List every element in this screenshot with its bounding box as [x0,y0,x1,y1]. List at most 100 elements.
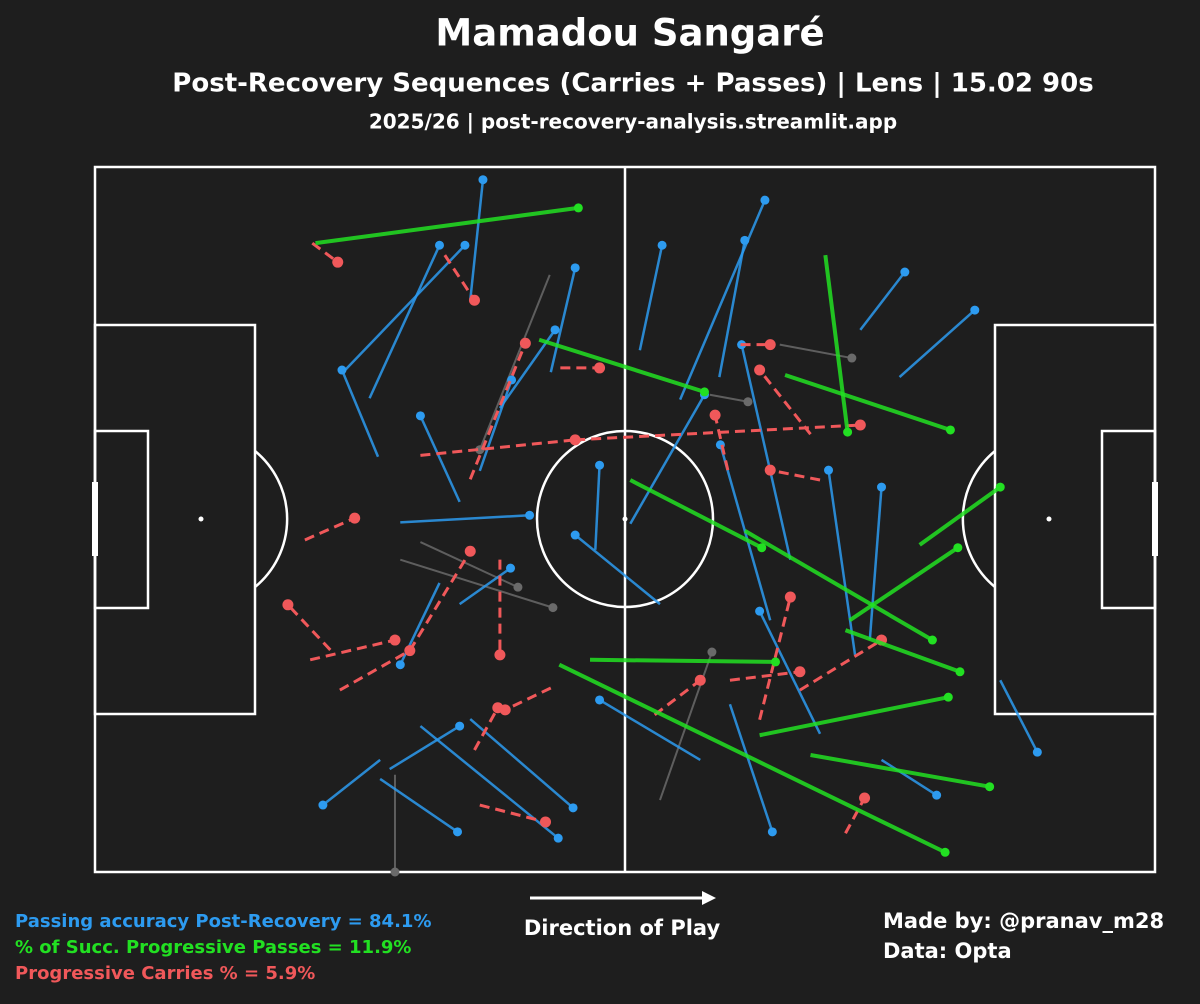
penalty-spot-right [1046,516,1052,522]
sequence-end [847,353,857,363]
stat-text: Progressive Carries % = 5.9% [15,963,315,984]
sequence-end [492,702,504,714]
sequence-line [538,337,706,394]
sequence-line [468,342,527,480]
sequence-line [779,343,853,360]
sequence-end [877,482,887,492]
sequence-line [473,707,500,751]
sequence-end [540,816,551,828]
sequence-end [767,827,777,837]
sequence-end [760,195,770,205]
sequence-line [469,718,574,809]
sequence-line [589,657,776,664]
sequence-end [389,634,401,646]
sequence-end [573,203,583,213]
sequence-end [707,647,717,657]
sequence-line [758,369,812,436]
sequence-line [638,244,664,351]
sequence-end [955,667,965,677]
sequence-line [880,758,938,797]
direction-label: Direction of Play [524,916,721,940]
sequence-line [304,516,356,542]
sequence-line [558,662,946,855]
chart-title: Mamadou Sangaré [435,12,824,55]
sequence-line [311,241,339,264]
sequence-line [759,695,949,738]
sequence-line [784,373,952,432]
sequence-line [420,438,576,457]
sequence-end [332,256,344,268]
sequence-line [999,679,1039,753]
sequence-end [553,833,563,843]
sequence-line [458,567,512,606]
sequence-line [549,267,577,373]
sequence-line [713,414,730,471]
sequence-end [453,827,463,837]
center-spot [622,516,628,522]
sequence-end [970,305,980,315]
sequence-end [548,603,558,613]
sequence-end [525,510,535,520]
sequence-end [550,325,560,335]
sequence-line [339,649,411,692]
sequence-end [755,606,765,616]
sequence-end [700,387,709,397]
sequence-end [460,240,470,250]
sequence-line [758,610,822,735]
sequence-end [506,563,516,573]
sequence-line [859,271,906,331]
sequence-line [344,244,466,371]
sequence-line [728,703,774,833]
sequence-line [769,468,821,482]
sequence-end [943,692,953,702]
sequence-line [868,486,883,640]
sequence-line [399,558,554,609]
sequence-end [985,782,995,792]
sequence-end [464,545,476,557]
sequence-end [927,635,937,645]
sequence-line [844,797,866,834]
sequence-end [824,465,834,475]
sequence-end [743,397,753,407]
penalty-area-left [93,323,257,716]
sequence-end [932,790,942,800]
sequence-end [945,425,955,435]
sequence-line [286,603,332,651]
sequence-end [570,263,580,273]
sequence-end [594,362,606,374]
sequence-end [468,294,480,306]
sequence-end [282,599,294,611]
chart-caption: 2025/26 | post-recovery-analysis.streaml… [369,110,897,134]
credit-text: Made by: @pranav_m28 [883,909,1164,933]
sequence-end [1032,747,1042,757]
sequence-end [494,649,506,661]
sequence-end [754,364,766,376]
sequence-end [513,582,523,592]
sequence-end [595,460,605,470]
sequence-line [400,514,530,524]
sequence-end [595,695,605,705]
penalty-spot-left [198,516,204,522]
penalty-arc-right [961,450,996,588]
sequence-line [594,465,601,550]
sequence-line [443,254,476,302]
sequence-end [337,365,347,375]
penalty-arc-left [254,450,289,588]
sequence-line [379,777,459,833]
sequence-line [598,698,701,761]
credit-text: Data: Opta [883,939,1012,963]
sequence-end [318,800,328,810]
sequence-line [478,274,551,451]
sequence-line [420,541,519,589]
sequence-end [794,666,806,678]
sequence-line [408,550,472,652]
marks [282,175,1042,877]
sequence-line [743,529,934,642]
sequence-line [844,628,961,674]
stat-text: % of Succ. Progressive Passes = 11.9% [15,937,411,958]
sequence-end [568,803,578,813]
sequence-line [574,534,661,606]
sequence-line [740,344,792,560]
sequence-line [799,638,883,692]
